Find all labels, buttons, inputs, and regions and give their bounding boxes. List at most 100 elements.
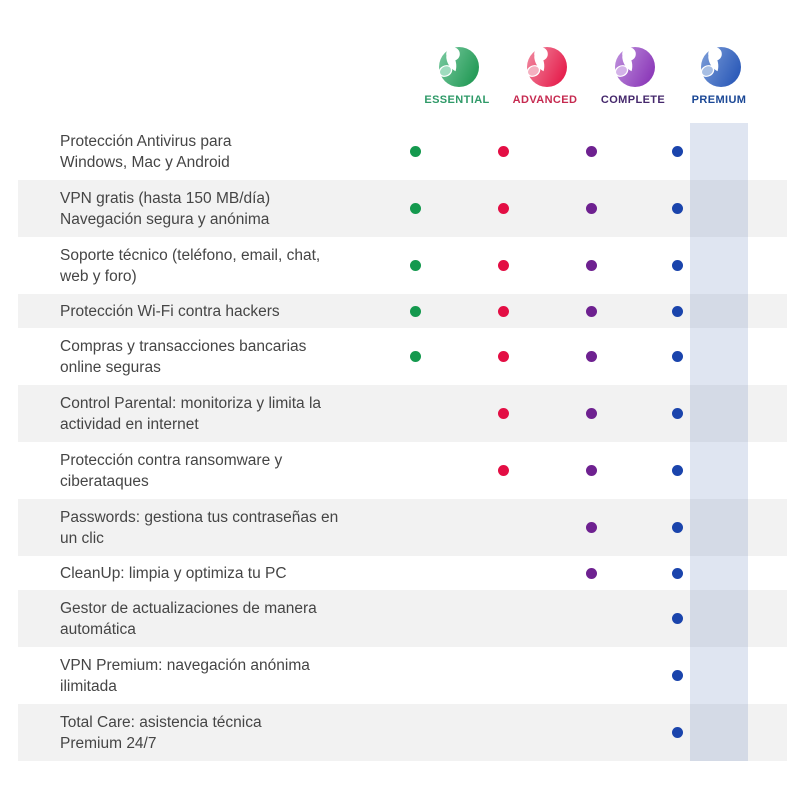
feature-row: Soporte técnico (teléfono, email, chat, w…	[18, 237, 787, 294]
premium-availability-cell	[635, 567, 719, 579]
complete-included-dot	[585, 465, 597, 476]
complete-availability-cell	[547, 522, 635, 533]
advanced-availability-cell	[459, 465, 547, 476]
complete-availability-cell	[547, 146, 635, 157]
feature-label: Gestor de actualizaciones de manera autom…	[60, 599, 317, 638]
advanced-availability-cell	[459, 203, 547, 214]
header-spacer	[18, 45, 413, 107]
premium-included-dot	[671, 351, 683, 362]
feature-label: Protección Antivirus para Windows, Mac y …	[60, 132, 232, 171]
premium-availability-cell	[635, 146, 719, 157]
feature-label: Protección Wi-Fi contra hackers	[60, 302, 280, 320]
feature-row: CleanUp: limpia y optimiza tu PC	[18, 556, 787, 590]
complete-included-dot	[585, 146, 597, 157]
feature-label: VPN Premium: navegación anónima ilimitada	[60, 656, 310, 695]
feature-row: Compras y transacciones bancarias online …	[18, 328, 787, 385]
advanced-availability-cell	[459, 260, 547, 271]
plan-name-label: ADVANCED	[512, 94, 578, 106]
plan-name-label: PREMIUM	[691, 94, 747, 106]
complete-availability-cell	[547, 203, 635, 214]
premium-column-highlight	[690, 123, 748, 761]
essential-included-dot	[409, 351, 421, 362]
advanced-included-dot	[497, 305, 509, 317]
feature-row: Protección Antivirus para Windows, Mac y …	[18, 123, 787, 180]
complete-availability-cell	[547, 305, 635, 317]
feature-row: Control Parental: monitoriza y limita la…	[18, 385, 787, 442]
advanced-availability-cell	[459, 351, 547, 362]
panda-logo-icon	[438, 47, 479, 87]
premium-included-dot	[671, 146, 683, 157]
panda-logo-icon	[614, 47, 655, 87]
premium-included-dot	[671, 408, 683, 419]
premium-availability-cell	[635, 260, 719, 271]
premium-included-dot	[671, 567, 683, 579]
plan-header-premium: PREMIUM	[677, 45, 761, 107]
plan-comparison-table: ESSENTIAL ADVANCED COMPLETE PREMIUM Protecc…	[18, 45, 800, 761]
feature-row: Protección Wi-Fi contra hackers	[18, 294, 787, 328]
advanced-included-dot	[497, 146, 509, 157]
plan-header-advanced: ADVANCED	[501, 45, 589, 107]
feature-rows: Protección Antivirus para Windows, Mac y …	[18, 123, 787, 761]
premium-availability-cell	[635, 613, 719, 624]
advanced-included-dot	[497, 408, 509, 419]
advanced-availability-cell	[459, 305, 547, 317]
feature-label: Protección contra ransomware y ciberataqu…	[60, 451, 283, 490]
premium-availability-cell	[635, 465, 719, 476]
complete-availability-cell	[547, 567, 635, 579]
premium-availability-cell	[635, 203, 719, 214]
panda-logo-icon	[700, 47, 741, 87]
essential-included-dot	[409, 146, 421, 157]
essential-availability-cell	[371, 351, 459, 362]
premium-availability-cell	[635, 727, 719, 738]
plan-header-row: ESSENTIAL ADVANCED COMPLETE PREMIUM	[18, 45, 800, 107]
complete-availability-cell	[547, 260, 635, 271]
complete-included-dot	[585, 408, 597, 419]
complete-included-dot	[585, 522, 597, 533]
complete-availability-cell	[547, 408, 635, 419]
feature-row: Gestor de actualizaciones de manera autom…	[18, 590, 787, 647]
complete-included-dot	[585, 260, 597, 271]
complete-included-dot	[585, 203, 597, 214]
essential-included-dot	[409, 305, 421, 317]
feature-row: VPN gratis (hasta 150 MB/día) Navegación …	[18, 180, 787, 237]
premium-availability-cell	[635, 408, 719, 419]
complete-included-dot	[585, 351, 597, 362]
premium-included-dot	[671, 727, 683, 738]
feature-label: Soporte técnico (teléfono, email, chat, w…	[60, 246, 321, 285]
premium-availability-cell	[635, 670, 719, 681]
plan-header-essential: ESSENTIAL	[413, 45, 501, 107]
advanced-included-dot	[497, 465, 509, 476]
feature-label: Compras y transacciones bancarias online …	[60, 337, 307, 376]
feature-label: Total Care: asistencia técnica Premium 24…	[60, 713, 262, 752]
feature-label: CleanUp: limpia y optimiza tu PC	[60, 564, 287, 582]
advanced-included-dot	[497, 260, 509, 271]
essential-availability-cell	[371, 146, 459, 157]
feature-row: Protección contra ransomware y ciberataqu…	[18, 442, 787, 499]
advanced-availability-cell	[459, 146, 547, 157]
premium-availability-cell	[635, 522, 719, 533]
complete-included-dot	[585, 567, 597, 579]
essential-availability-cell	[371, 260, 459, 271]
feature-row: VPN Premium: navegación anónima ilimitada	[18, 647, 787, 704]
premium-included-dot	[671, 465, 683, 476]
feature-label: Passwords: gestiona tus contraseñas en un…	[60, 508, 339, 547]
premium-included-dot	[671, 305, 683, 317]
premium-included-dot	[671, 203, 683, 214]
premium-availability-cell	[635, 351, 719, 362]
essential-availability-cell	[371, 305, 459, 317]
premium-included-dot	[671, 613, 683, 624]
essential-availability-cell	[371, 203, 459, 214]
premium-included-dot	[671, 670, 683, 681]
feature-label: VPN gratis (hasta 150 MB/día) Navegación …	[60, 189, 271, 228]
feature-row: Total Care: asistencia técnica Premium 24…	[18, 704, 787, 761]
plan-name-label: COMPLETE	[600, 94, 666, 106]
premium-availability-cell	[635, 305, 719, 317]
premium-included-dot	[671, 260, 683, 271]
essential-included-dot	[409, 203, 421, 214]
plan-header-complete: COMPLETE	[589, 45, 677, 107]
plan-name-label: ESSENTIAL	[424, 94, 490, 106]
premium-included-dot	[671, 522, 683, 533]
complete-availability-cell	[547, 351, 635, 362]
feature-row: Passwords: gestiona tus contraseñas en un…	[18, 499, 787, 556]
feature-label: Control Parental: monitoriza y limita la…	[60, 394, 322, 433]
